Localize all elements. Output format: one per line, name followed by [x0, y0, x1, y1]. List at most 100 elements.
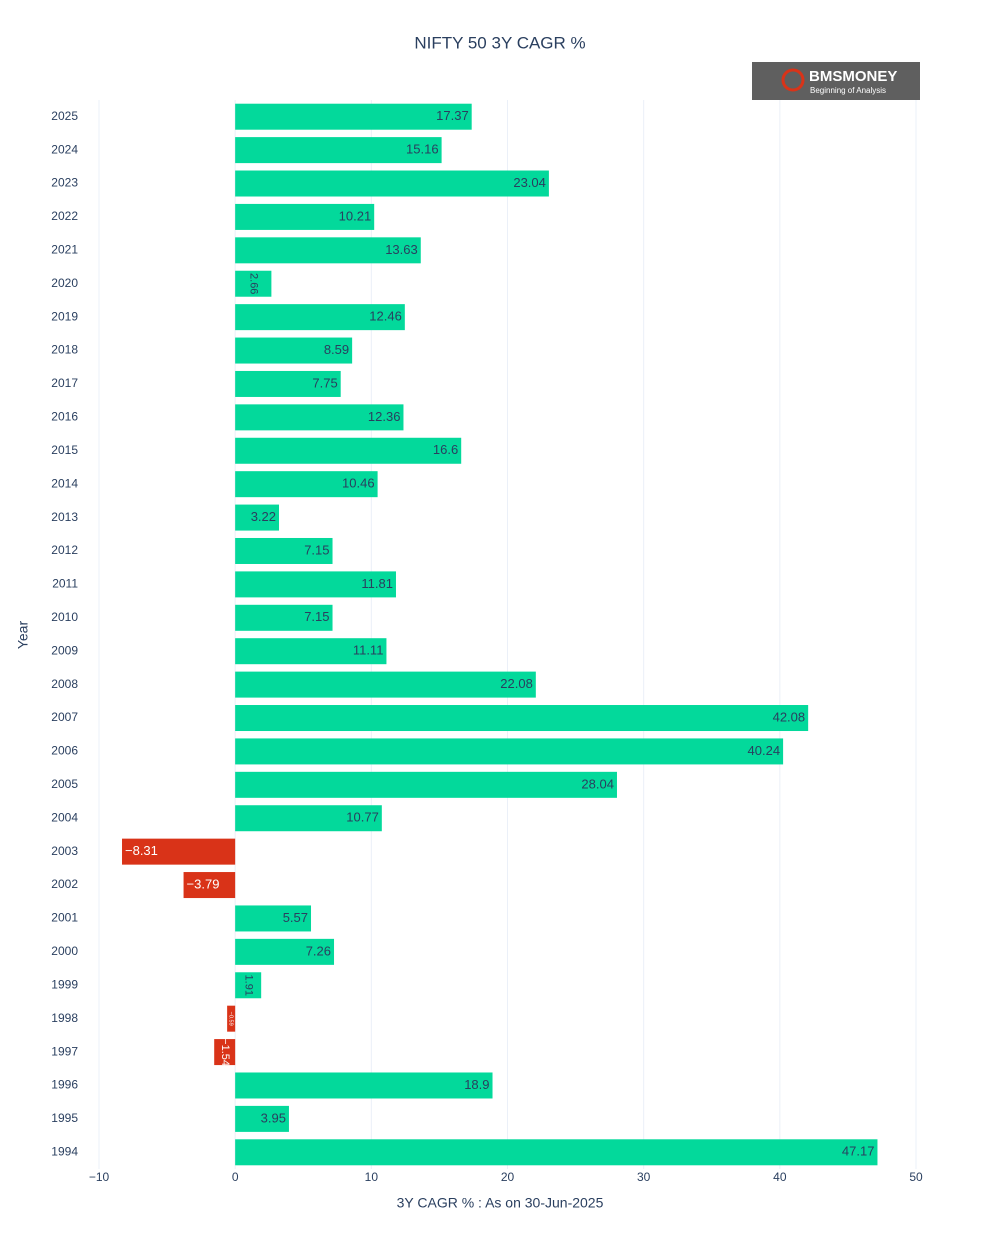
value-label: 7.26 [306, 943, 331, 958]
value-label: 3.22 [251, 509, 276, 524]
y-tick-label: 2024 [51, 142, 78, 156]
value-label: 10.46 [342, 476, 375, 491]
bar [235, 938, 335, 965]
x-tick-label: −10 [89, 1170, 110, 1184]
bar [235, 203, 375, 230]
x-axis-title: 3Y CAGR % : As on 30-Jun-2025 [397, 1195, 604, 1211]
y-tick-label: 2014 [51, 476, 78, 490]
y-tick-label: 2022 [51, 209, 78, 223]
bar [235, 705, 809, 732]
value-label: −3.79 [187, 876, 220, 891]
bar [235, 771, 617, 798]
value-label: 12.46 [369, 309, 402, 324]
value-label: 40.24 [748, 743, 781, 758]
bar [235, 471, 378, 498]
value-label: 18.9 [464, 1077, 489, 1092]
y-tick-label: 1997 [51, 1044, 78, 1058]
value-label: 17.37 [436, 108, 469, 123]
y-tick-label: 2005 [51, 777, 78, 791]
bar [235, 304, 405, 331]
bar [235, 805, 382, 832]
bar [235, 237, 421, 264]
value-label: 10.21 [339, 208, 372, 223]
bar [235, 504, 280, 531]
y-tick-label: 2015 [51, 443, 78, 457]
value-label: 1.91 [242, 975, 254, 996]
bar [235, 972, 262, 999]
y-tick-label: 2010 [51, 610, 78, 624]
value-label: 13.63 [385, 242, 418, 257]
value-label: 11.81 [361, 576, 393, 591]
value-label: 7.15 [304, 609, 329, 624]
bar [235, 370, 341, 397]
value-label: 5.57 [283, 910, 308, 925]
bar [235, 604, 333, 631]
bar [122, 838, 236, 865]
y-tick-label: 2025 [51, 109, 78, 123]
value-label: 2.66 [247, 273, 259, 294]
y-tick-label: 2013 [51, 510, 78, 524]
value-label: 28.04 [581, 776, 614, 791]
x-tick-label: 50 [909, 1170, 923, 1184]
value-label: 11.11 [353, 643, 384, 658]
bar [235, 671, 536, 698]
bar [235, 571, 396, 598]
chart-title: NIFTY 50 3Y CAGR % [414, 33, 585, 52]
value-label: 10.77 [346, 810, 379, 825]
y-tick-label: 2017 [51, 376, 78, 390]
logo-icon [781, 68, 805, 92]
value-label: 3.95 [261, 1110, 286, 1125]
value-label: 12.36 [368, 409, 401, 424]
value-label: 47.17 [842, 1144, 875, 1159]
bar [235, 437, 462, 464]
bar [183, 872, 236, 899]
value-label: 16.6 [433, 442, 458, 457]
y-tick-label: 2007 [51, 710, 78, 724]
value-label: 15.16 [406, 142, 439, 157]
bar [235, 1072, 493, 1099]
bar [235, 270, 272, 297]
bar [235, 337, 353, 364]
y-axis-title: Year [15, 621, 31, 650]
y-tick-label: 2004 [51, 810, 78, 824]
y-tick-label: 2021 [51, 243, 78, 257]
logo-name: BMSMONEY [809, 68, 897, 85]
y-tick-label: 1998 [51, 1011, 78, 1025]
bar [235, 537, 333, 564]
bar [214, 1039, 236, 1066]
bar [235, 638, 387, 665]
value-label: −0.59 [228, 1012, 234, 1026]
y-tick-label: 1995 [51, 1111, 78, 1125]
y-tick-label: 1994 [51, 1144, 78, 1158]
value-label: 7.15 [304, 542, 329, 557]
y-tick-label: 2001 [51, 911, 78, 925]
y-tick-label: 2000 [51, 944, 78, 958]
y-tick-label: 2011 [52, 577, 78, 591]
x-tick-label: 40 [773, 1170, 787, 1184]
value-label: 8.59 [324, 342, 349, 357]
logo-box [752, 62, 920, 100]
bar [235, 404, 404, 431]
bar [235, 905, 312, 932]
value-label: 22.08 [500, 676, 533, 691]
y-tick-label: 2009 [51, 643, 78, 657]
bar [227, 1005, 236, 1032]
bar [235, 738, 784, 765]
y-tick-label: 2018 [51, 343, 78, 357]
y-tick-label: 2020 [51, 276, 78, 290]
bar [235, 137, 442, 164]
bar [235, 1105, 289, 1132]
bar [235, 103, 472, 130]
value-label: 7.75 [312, 375, 337, 390]
value-label: −8.31 [125, 843, 158, 858]
value-label: −1.54 [219, 1038, 231, 1066]
y-tick-label: 2002 [51, 877, 78, 891]
x-tick-label: 10 [365, 1170, 379, 1184]
value-label: 42.08 [773, 709, 806, 724]
logo-tagline: Beginning of Analysis [810, 86, 886, 95]
y-tick-label: 2008 [51, 677, 78, 691]
y-tick-label: 2019 [51, 309, 78, 323]
y-tick-label: 2016 [51, 410, 78, 424]
y-tick-label: 1996 [51, 1078, 78, 1092]
